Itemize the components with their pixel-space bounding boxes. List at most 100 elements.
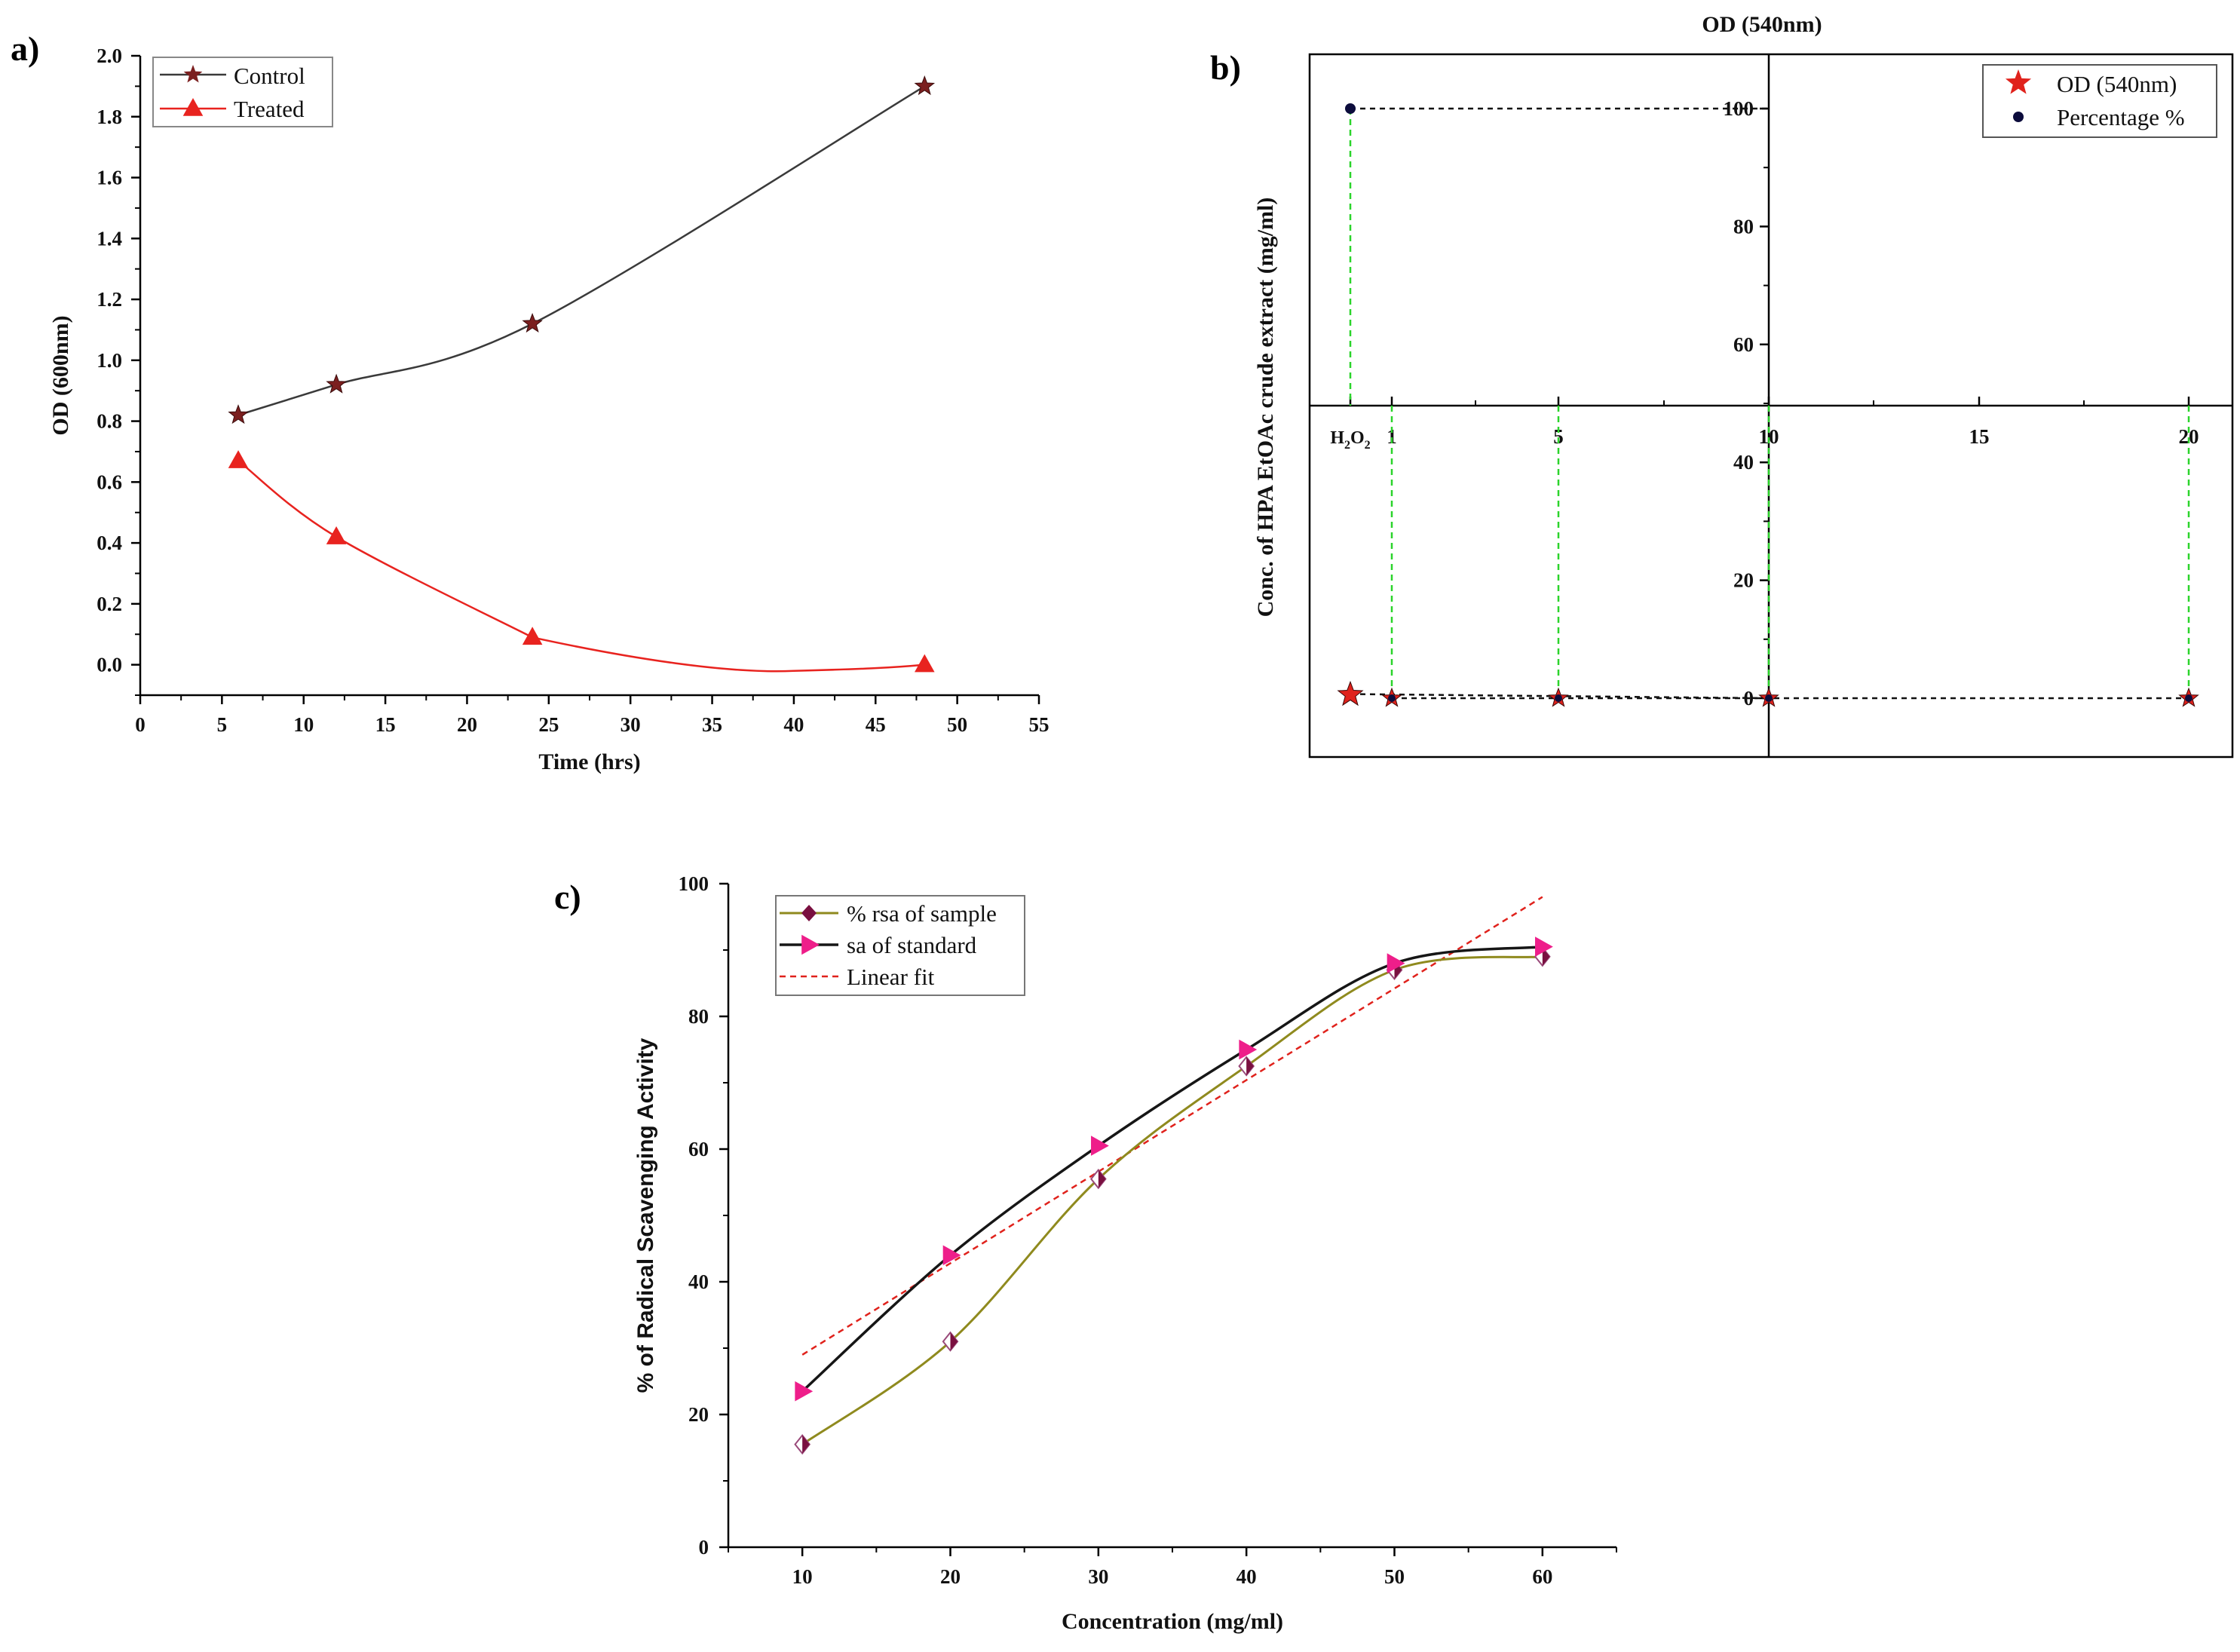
a-x-label: Time (hrs) — [538, 749, 640, 774]
panel-label-c: c) — [554, 878, 581, 916]
b-legend-od-label: OD (540nm) — [2057, 71, 2177, 97]
a-x-tick-label: 15 — [375, 713, 396, 736]
b-x-tick-label: H2O2 — [1330, 428, 1370, 452]
a-y-tick-label: 0.0 — [97, 654, 122, 676]
a-treated-point — [326, 526, 347, 544]
a-y-tick-label: 2.0 — [97, 44, 122, 67]
a-x-tick-label: 5 — [217, 713, 228, 736]
a-y-tick-label: 0.2 — [97, 593, 122, 615]
a-legend-box — [152, 57, 333, 127]
c-sample-line — [801, 955, 1543, 1445]
chart-a: 0 5 10 15 20 25 30 35 40 45 50 55 0.0 0.2 0.4 0.6 0.8 1.0… — [48, 44, 1050, 774]
a-treated-line — [237, 460, 925, 673]
a-treated-point — [914, 654, 935, 673]
c-legend-standard-label: sa of standard — [847, 932, 977, 958]
a-legend-treated-marker — [182, 98, 204, 116]
a-legend: Control Treated — [152, 57, 333, 127]
a-y-tick-label: 1.2 — [97, 288, 122, 311]
a-legend-control-label: Control — [234, 63, 305, 89]
c-legend-standard-marker — [801, 934, 820, 955]
c-y-label: % of Radical Scavenging Activity — [633, 1037, 658, 1393]
b-percentage-point — [1555, 694, 1562, 702]
c-sample-point-fill — [1098, 1169, 1106, 1188]
a-control-line — [237, 85, 925, 416]
c-sample-point-fill — [802, 1435, 810, 1454]
a-x-tick-label: 40 — [783, 713, 804, 736]
b-x-tick-label: 5 — [1553, 425, 1564, 448]
a-control-point — [914, 75, 936, 96]
c-legend-sample-marker — [801, 905, 817, 921]
chart-c: 10 20 30 40 50 60 0 20 40 60 80 100 Concentration (… — [633, 872, 1617, 1634]
c-standard-point — [1387, 953, 1405, 973]
c-sample-point-fill — [950, 1332, 958, 1351]
c-x-tick-label: 10 — [792, 1565, 813, 1588]
a-y-tick-label: 1.4 — [97, 227, 122, 250]
a-x-tick-label: 30 — [621, 713, 641, 736]
c-standard-line — [801, 945, 1543, 1393]
a-y-tick-label: 1.8 — [97, 106, 122, 128]
b-title: OD (540nm) — [1702, 12, 1822, 37]
b-percentage-point — [1388, 694, 1396, 702]
c-legend-sample-label: % rsa of sample — [847, 900, 997, 927]
c-x-tick-label: 60 — [1532, 1565, 1552, 1588]
a-x-tick-label: 0 — [135, 713, 146, 736]
c-standard-point — [1091, 1136, 1109, 1156]
b-legend-percentage-label: Percentage % — [2057, 104, 2185, 130]
b-od-point — [1337, 680, 1364, 706]
a-y-tick-label: 0.8 — [97, 410, 122, 433]
b-percentage-point — [1765, 694, 1773, 702]
a-y-label: OD (600nm) — [48, 315, 73, 435]
b-y-tick-label: 20 — [1733, 569, 1754, 592]
b-legend-percentage-marker — [2013, 112, 2024, 122]
a-x-tick-label: 45 — [866, 713, 886, 736]
c-y-tick-label: 100 — [679, 872, 709, 895]
c-standard-point — [795, 1381, 814, 1402]
a-legend-treated-label: Treated — [234, 96, 305, 122]
a-y-tick-label: 1.0 — [97, 349, 122, 372]
b-y-tick-label: 80 — [1733, 215, 1754, 238]
c-standard-point — [1535, 936, 1553, 957]
b-x-tick-label: 1 — [1387, 425, 1397, 448]
c-legend-fit-label: Linear fit — [847, 964, 935, 990]
c-y-tick-label: 20 — [688, 1403, 709, 1426]
c-x-tick-label: 20 — [940, 1565, 961, 1588]
c-sample-point-fill — [1542, 947, 1550, 966]
c-standard-point — [942, 1245, 961, 1266]
c-legend: % rsa of sample sa of standard Linear fi… — [775, 895, 1025, 996]
c-linear-fit-line — [801, 896, 1543, 1356]
c-x-label: Concentration (mg/ml) — [1062, 1609, 1283, 1634]
c-x-tick-label: 50 — [1384, 1565, 1405, 1588]
panel-label-b: b) — [1210, 48, 1241, 87]
c-y-tick-label: 0 — [699, 1536, 709, 1559]
a-control-point — [326, 373, 347, 394]
c-sample-point-fill — [1246, 1057, 1254, 1075]
b-percentage-point — [2185, 694, 2193, 702]
a-x-tick-label: 35 — [702, 713, 722, 736]
a-treated-point — [228, 450, 249, 468]
c-y-tick-label: 60 — [688, 1138, 709, 1160]
a-x-tick-label: 10 — [293, 713, 314, 736]
b-y-label: Conc. of HPA EtOAc crude extract (mg/ml) — [1253, 198, 1278, 618]
a-control-point — [522, 312, 543, 333]
c-x-tick-label: 30 — [1088, 1565, 1108, 1588]
a-y-tick-label: 0.4 — [97, 532, 122, 554]
b-percentage-point — [1345, 103, 1356, 114]
a-y-tick-label: 0.6 — [97, 470, 122, 493]
c-x-tick-label: 40 — [1236, 1565, 1257, 1588]
a-x-tick-label: 50 — [947, 713, 967, 736]
a-x-tick-label: 55 — [1029, 713, 1050, 736]
b-legend-od-marker — [2005, 69, 2032, 94]
panel-label-a: a) — [11, 29, 39, 68]
a-x-tick-label: 20 — [457, 713, 477, 736]
c-standard-point — [1239, 1039, 1258, 1060]
a-control-point — [228, 404, 249, 424]
b-y-tick-label: 100 — [1724, 97, 1754, 120]
c-y-tick-label: 40 — [688, 1270, 709, 1293]
a-legend-control-marker — [183, 65, 203, 83]
b-legend: OD (540nm) Percentage % — [1982, 64, 2217, 138]
c-y-tick-label: 80 — [688, 1005, 709, 1028]
b-y-tick-label: 40 — [1733, 451, 1754, 474]
a-x-tick-label: 25 — [538, 713, 559, 736]
